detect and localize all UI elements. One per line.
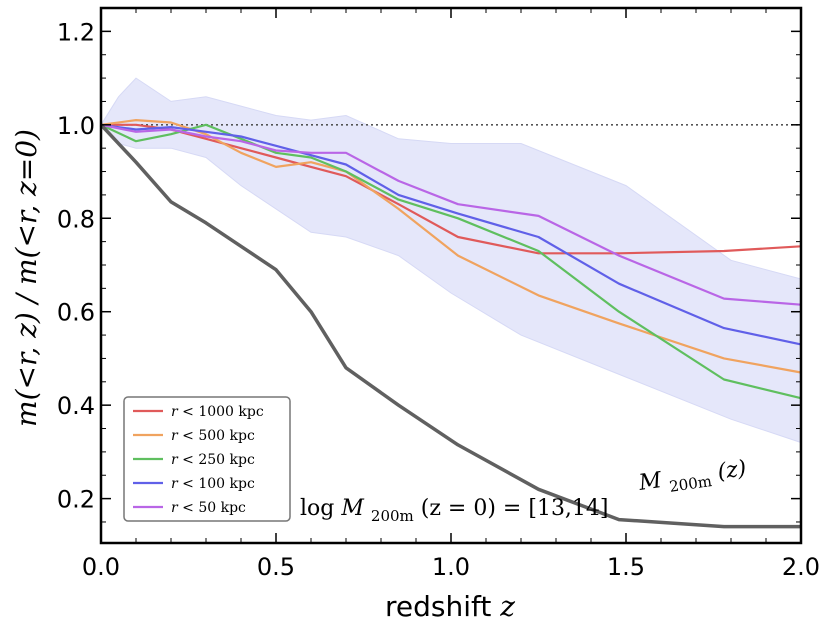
mass-curve-label: M 200m (z) — [636, 456, 748, 502]
mass-curve-label-tail: (z) — [716, 456, 748, 485]
series-line-5 — [99, 123, 801, 529]
legend-label-text: < 100 kpc — [182, 476, 255, 492]
y-tick-label: 0.4 — [57, 392, 95, 420]
legend-frame — [123, 396, 291, 522]
x-axis-label-var: z — [499, 590, 515, 623]
x-tick-label: 2.0 — [782, 553, 820, 581]
legend-label-var: r — [171, 404, 182, 420]
series-line-2 — [100, 123, 802, 400]
x-tick-label: 1.0 — [432, 553, 470, 581]
legend-label-text: < 1000 kpc — [182, 404, 264, 420]
legend-label-var: r — [171, 452, 182, 468]
series-line-1 — [100, 118, 802, 374]
legend-label: r < 50 kpc — [171, 500, 246, 516]
series-layer — [99, 118, 802, 529]
x-tick-label: 1.5 — [607, 553, 645, 581]
legend-label: r < 100 kpc — [171, 476, 255, 492]
y-tick-label: 0.6 — [57, 299, 95, 327]
y-tick-label: 1.2 — [57, 18, 95, 46]
legend-label-text: < 50 kpc — [182, 500, 246, 516]
series-line-4 — [100, 123, 802, 306]
mass-range-label-sub: 200m — [371, 507, 414, 525]
legend-label: r < 250 kpc — [171, 452, 255, 468]
legend-label-text: < 250 kpc — [182, 452, 255, 468]
mass-curve-label-main: M — [636, 468, 663, 496]
legend-label-var: r — [171, 428, 182, 444]
mass-range-label-tail: (z = 0) = [13,14] — [421, 496, 609, 521]
y-tick-label: 0.8 — [57, 205, 95, 233]
mass-curve-label-sub: 200m — [668, 472, 713, 496]
legend-label: r < 500 kpc — [171, 428, 255, 444]
legend-label-var: r — [171, 476, 182, 492]
legend-label-var: r — [171, 500, 182, 516]
y-tick-label: 1.0 — [57, 112, 95, 140]
series-line-3 — [100, 123, 802, 346]
ticks: 0.0 0.5 1.0 1.5 2.0 0.2 0.4 0.6 0.8 1.0 1.2 — [57, 8, 820, 581]
y-axis-label: m(<r, z) / m(<r, z=0) — [10, 129, 43, 427]
x-tick-label: 0.0 — [82, 553, 120, 581]
legend-label: r < 1000 kpc — [171, 404, 264, 420]
mass-range-label: log M 200m (z = 0) = [13,14] — [300, 496, 609, 527]
y-tick-label: 0.2 — [57, 486, 95, 514]
mass-range-label-main: M — [340, 496, 364, 521]
x-tick-label: 0.5 — [257, 553, 295, 581]
x-axis-label-text: redshift — [385, 590, 491, 623]
legend-label-text: < 500 kpc — [182, 428, 255, 444]
mass-range-label-log: log — [300, 496, 334, 521]
x-axis-label: redshift z — [385, 590, 515, 623]
